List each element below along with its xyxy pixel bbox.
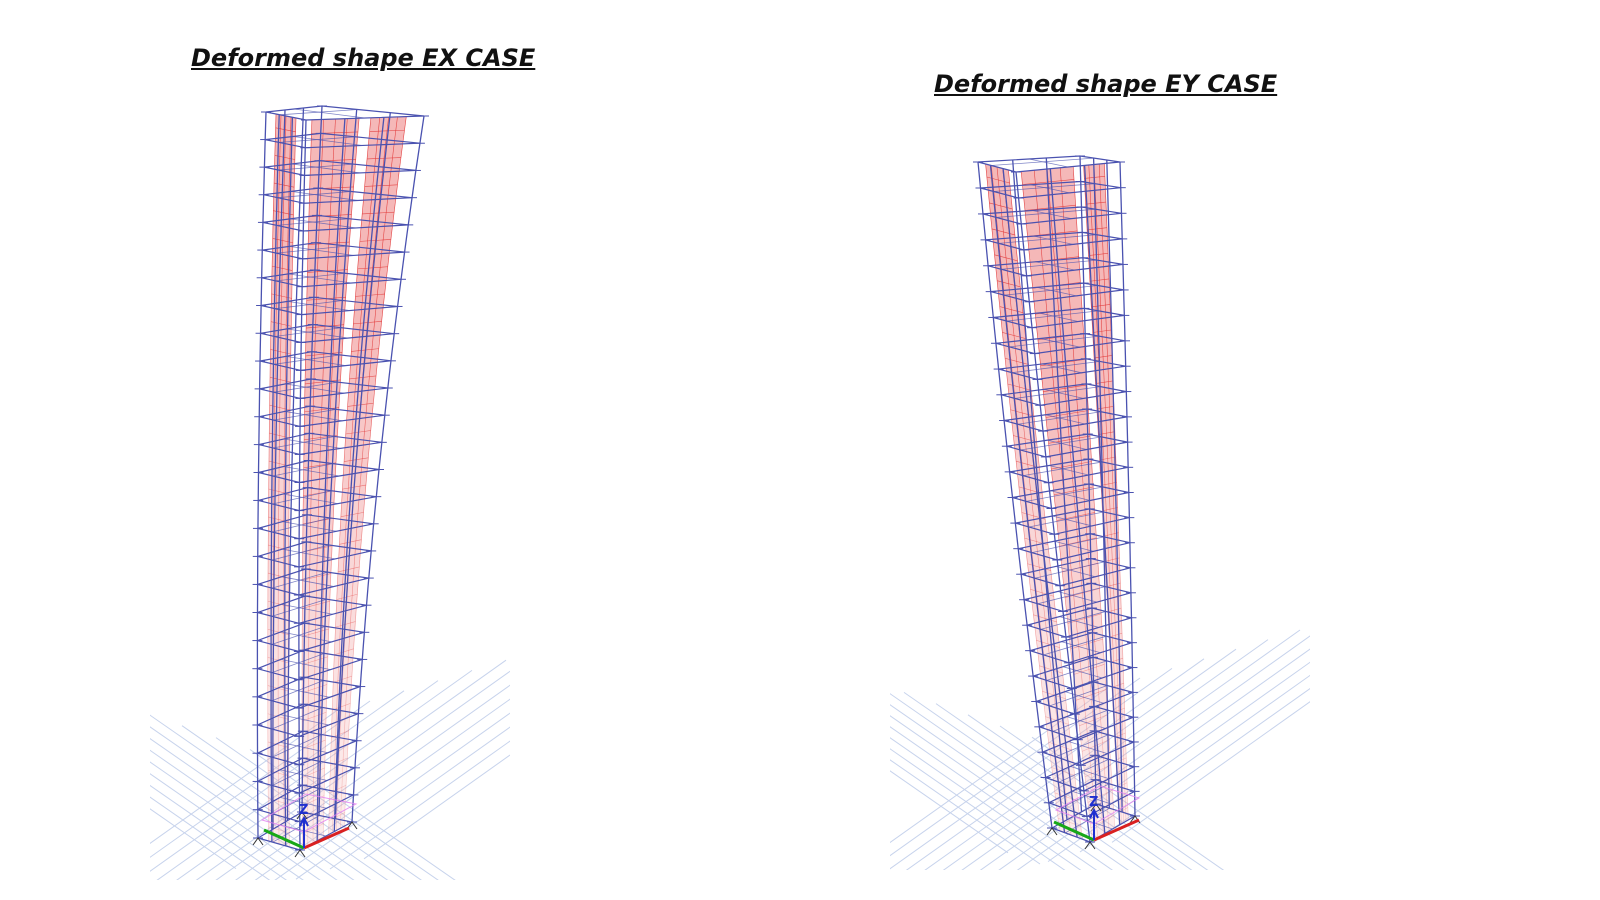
ground-grid-line: [712, 625, 1072, 875]
ground-grid-line: [952, 620, 1332, 890]
ey-tower: [973, 156, 1140, 849]
ground-grid-line: [648, 603, 1008, 853]
ground-grid-line: [1112, 572, 1492, 842]
z-axis-label: Z: [1089, 795, 1098, 810]
